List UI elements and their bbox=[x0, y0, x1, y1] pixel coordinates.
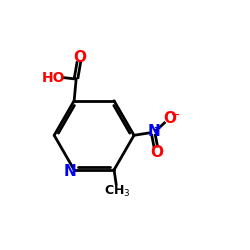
Text: O: O bbox=[73, 50, 86, 65]
Text: O: O bbox=[150, 145, 163, 160]
Text: CH$_3$: CH$_3$ bbox=[104, 184, 131, 199]
Text: N: N bbox=[148, 124, 161, 140]
Text: N: N bbox=[63, 164, 76, 179]
Text: O: O bbox=[164, 111, 176, 126]
Text: HO: HO bbox=[42, 70, 66, 85]
Text: +: + bbox=[154, 123, 162, 133]
Text: −: − bbox=[171, 110, 181, 120]
